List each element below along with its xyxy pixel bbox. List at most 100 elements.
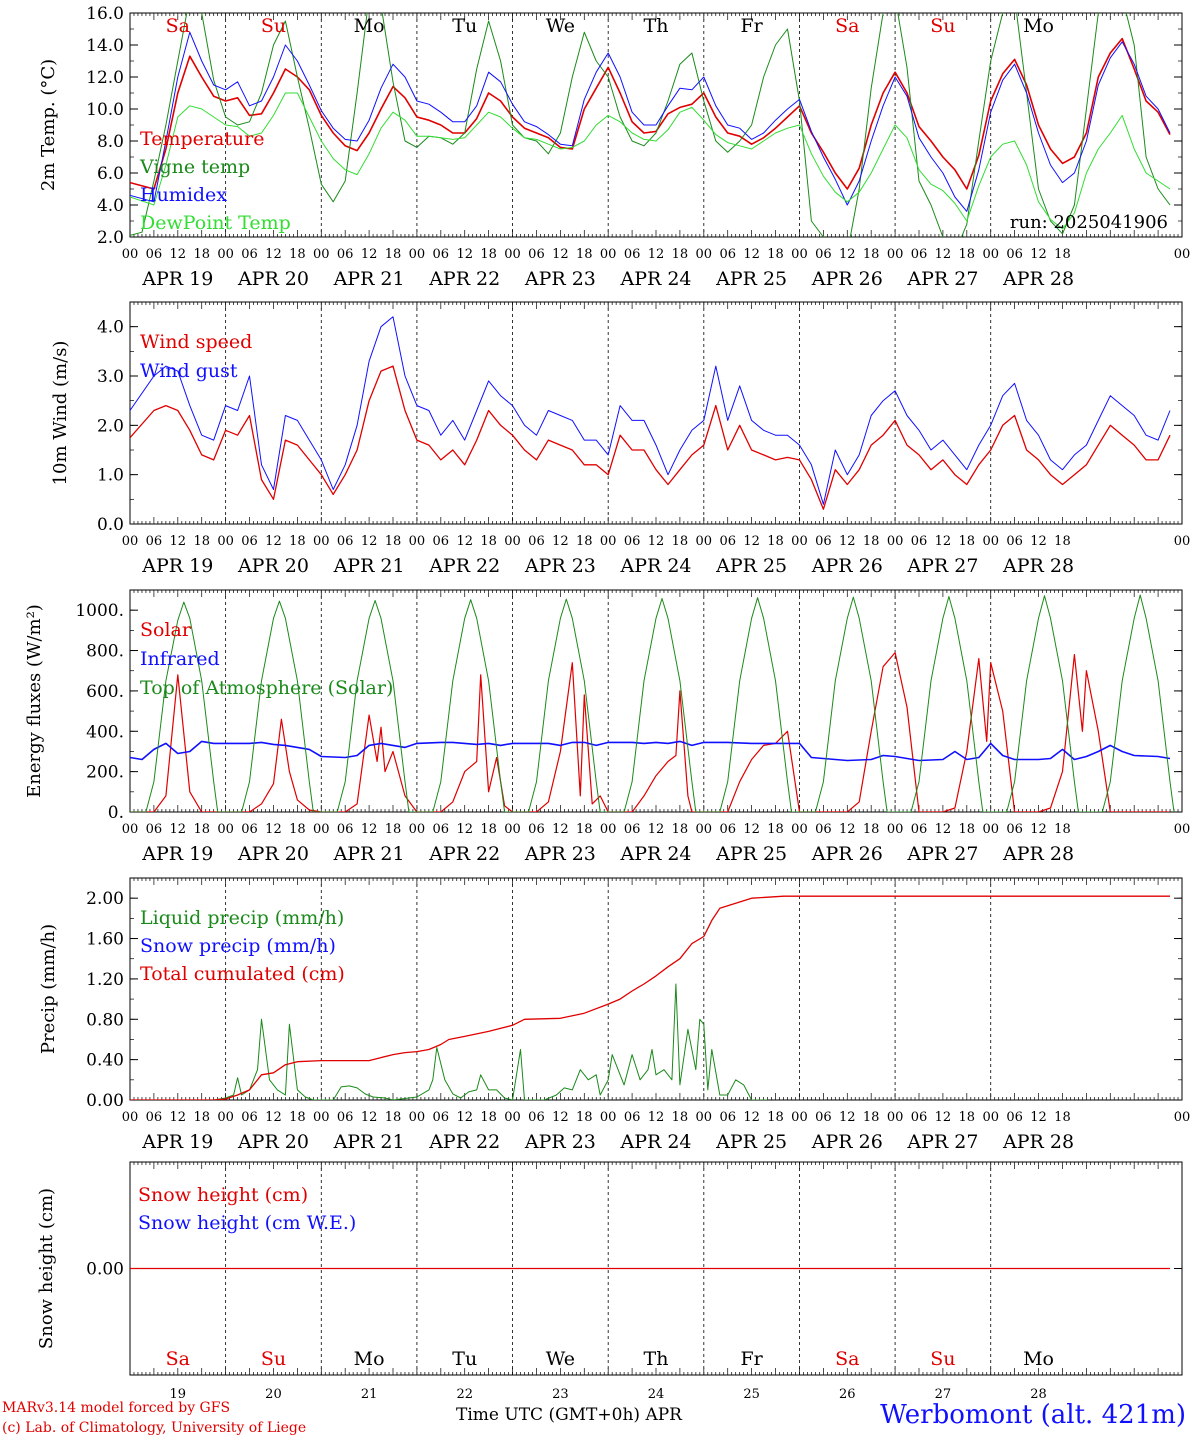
precip-hour-label: 12 bbox=[935, 1110, 952, 1125]
energy-hour-label: 00 bbox=[600, 822, 617, 837]
energy-hour-label: 18 bbox=[385, 822, 402, 837]
wind-series-wind-speed bbox=[130, 365, 1171, 510]
wind-ytick-label: 3.0 bbox=[97, 367, 124, 387]
precip-day-label: APR 25 bbox=[715, 1131, 787, 1153]
wind-hour-label: 06 bbox=[1006, 534, 1023, 549]
temperature-hour-label: 12 bbox=[935, 247, 952, 262]
temperature-legend-item: Humidex bbox=[140, 184, 227, 206]
day-number-label: 22 bbox=[456, 1387, 473, 1402]
temperature-day-label: APR 26 bbox=[811, 268, 883, 290]
energy-hour-label: 00 bbox=[1174, 822, 1191, 837]
precip-hour-label: 00 bbox=[313, 1110, 330, 1125]
wind-day-label: APR 21 bbox=[333, 555, 405, 577]
station-name: Werbomont (alt. 421m) bbox=[880, 1400, 1186, 1430]
energy-hour-label: 12 bbox=[935, 822, 952, 837]
snow-ytick-label: 0.00 bbox=[86, 1260, 124, 1280]
temperature-hour-label: 12 bbox=[361, 247, 378, 262]
energy-legend-item: Infrared bbox=[140, 648, 220, 670]
wind-day-label: APR 19 bbox=[141, 555, 213, 577]
energy-day-label: APR 28 bbox=[1002, 843, 1074, 865]
energy-hour-label: 00 bbox=[122, 822, 139, 837]
precip-hour-label: 00 bbox=[409, 1110, 426, 1125]
energy-ytick-label: 0. bbox=[108, 803, 124, 823]
energy-hour-label: 00 bbox=[504, 822, 521, 837]
precip-hour-label: 18 bbox=[289, 1110, 306, 1125]
snow-ylabel: Snow height (cm) bbox=[36, 1188, 57, 1349]
temperature-day-label: APR 19 bbox=[141, 268, 213, 290]
weekday-label-bottom: Th bbox=[644, 1348, 669, 1370]
wind-hour-label: 18 bbox=[576, 534, 593, 549]
precip-day-label: APR 22 bbox=[428, 1131, 500, 1153]
energy-legend-item: Top of Atmosphere (Solar) bbox=[140, 677, 393, 699]
weekday-label-top: Fr bbox=[741, 15, 764, 37]
wind-legend-item: Wind gust bbox=[140, 360, 238, 382]
temperature-hour-label: 00 bbox=[217, 247, 234, 262]
precip-series-liquid-precip-mm-h bbox=[130, 983, 768, 1100]
energy-series-top-of-atmosphere-solar bbox=[130, 594, 1175, 812]
temperature-hour-label: 12 bbox=[552, 247, 569, 262]
precip-ytick-label: 0.80 bbox=[86, 1010, 124, 1030]
energy-series-infrared bbox=[130, 740, 1171, 762]
energy-day-label: APR 23 bbox=[524, 843, 596, 865]
weekday-label-top: Mo bbox=[1023, 15, 1054, 37]
day-number-label: 26 bbox=[839, 1387, 856, 1402]
wind-ylabel: 10m Wind (m/s) bbox=[50, 341, 71, 486]
wind-hour-label: 06 bbox=[911, 534, 928, 549]
precip-hour-label: 00 bbox=[1174, 1110, 1191, 1125]
temperature-hour-label: 00 bbox=[313, 247, 330, 262]
temperature-hour-label: 18 bbox=[480, 247, 497, 262]
energy-hour-label: 06 bbox=[528, 822, 545, 837]
wind-legend-item: Wind speed bbox=[140, 331, 252, 353]
precip-hour-label: 12 bbox=[839, 1110, 856, 1125]
energy-hour-label: 06 bbox=[337, 822, 354, 837]
wind-ytick-label: 4.0 bbox=[97, 318, 124, 338]
temperature-legend-item: DewPoint Temp bbox=[140, 212, 291, 234]
precip-day-label: APR 27 bbox=[906, 1131, 978, 1153]
temperature-hour-label: 00 bbox=[1174, 247, 1191, 262]
day-number-label: 19 bbox=[170, 1387, 187, 1402]
wind-hour-label: 12 bbox=[935, 534, 952, 549]
precip-hour-label: 18 bbox=[767, 1110, 784, 1125]
energy-ytick-label: 200. bbox=[86, 763, 124, 783]
energy-day-label: APR 20 bbox=[237, 843, 309, 865]
temperature-hour-label: 18 bbox=[1054, 247, 1071, 262]
wind-hour-label: 18 bbox=[480, 534, 497, 549]
temperature-hour-label: 18 bbox=[289, 247, 306, 262]
precip-hour-label: 18 bbox=[385, 1110, 402, 1125]
energy-hour-label: 00 bbox=[887, 822, 904, 837]
wind-hour-label: 06 bbox=[337, 534, 354, 549]
temperature-hour-label: 00 bbox=[791, 247, 808, 262]
day-number-label: 20 bbox=[265, 1387, 282, 1402]
precip-hour-label: 06 bbox=[719, 1110, 736, 1125]
weekday-label-top: Sa bbox=[835, 15, 859, 37]
wind-hour-label: 12 bbox=[839, 534, 856, 549]
precip-legend-item: Liquid precip (mm/h) bbox=[140, 907, 344, 929]
energy-day-label: APR 19 bbox=[141, 843, 213, 865]
energy-ytick-label: 1000. bbox=[75, 601, 124, 621]
temperature-hour-label: 00 bbox=[982, 247, 999, 262]
energy-hour-label: 18 bbox=[767, 822, 784, 837]
precip-hour-label: 18 bbox=[672, 1110, 689, 1125]
energy-hour-label: 18 bbox=[289, 822, 306, 837]
day-number-label: 21 bbox=[361, 1387, 378, 1402]
energy-hour-label: 06 bbox=[146, 822, 163, 837]
energy-hour-label: 12 bbox=[839, 822, 856, 837]
temperature-ytick-label: 8.0 bbox=[97, 132, 124, 152]
precip-hour-label: 12 bbox=[170, 1110, 187, 1125]
precip-hour-label: 00 bbox=[122, 1110, 139, 1125]
temperature-ytick-label: 14.0 bbox=[86, 36, 124, 56]
precip-hour-label: 00 bbox=[791, 1110, 808, 1125]
energy-hour-label: 00 bbox=[313, 822, 330, 837]
energy-hour-label: 12 bbox=[170, 822, 187, 837]
temperature-hour-label: 12 bbox=[839, 247, 856, 262]
wind-hour-label: 12 bbox=[361, 534, 378, 549]
wind-hour-label: 06 bbox=[528, 534, 545, 549]
temperature-hour-label: 18 bbox=[193, 247, 210, 262]
energy-hour-label: 00 bbox=[409, 822, 426, 837]
energy-hour-label: 18 bbox=[863, 822, 880, 837]
wind-hour-label: 18 bbox=[385, 534, 402, 549]
precip-ytick-label: 0.00 bbox=[86, 1091, 124, 1111]
energy-hour-label: 06 bbox=[1006, 822, 1023, 837]
precip-hour-label: 18 bbox=[576, 1110, 593, 1125]
energy-day-label: APR 24 bbox=[619, 843, 691, 865]
